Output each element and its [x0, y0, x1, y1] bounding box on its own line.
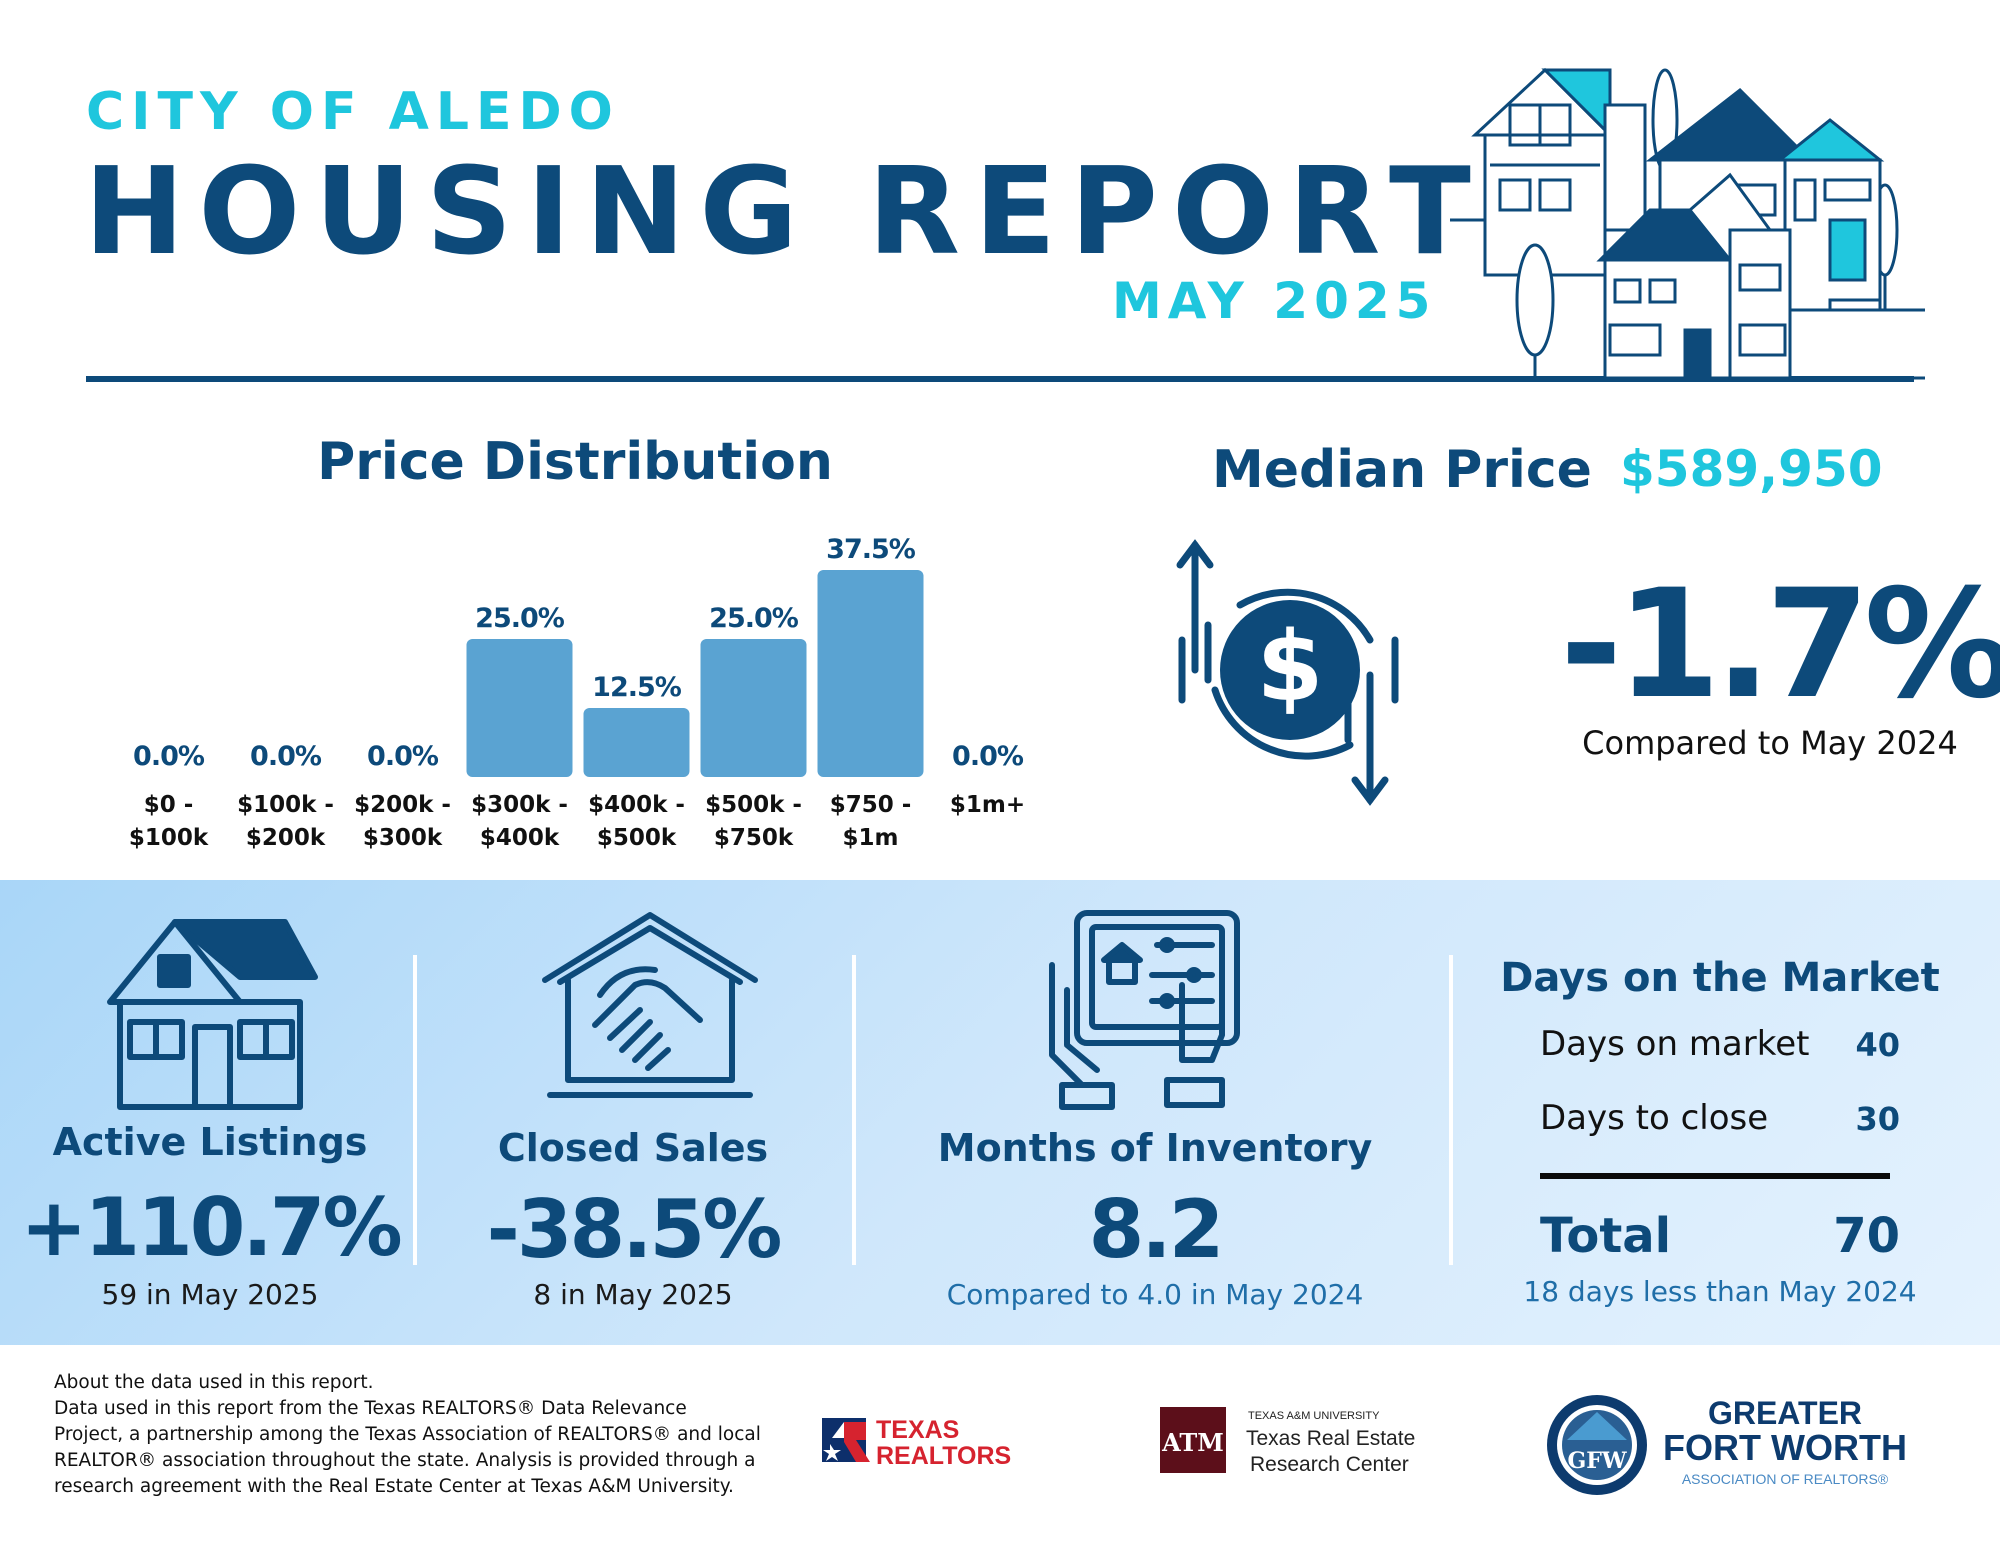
category-label: $750k — [714, 825, 794, 851]
city-name: CITY OF ALEDO — [86, 82, 620, 142]
bar-value-label: 25.0% — [475, 603, 565, 634]
category-label: $500k — [597, 825, 677, 851]
greater-fort-worth-logo: GFW GREATER FORT WORTH ASSOCIATION OF RE… — [1547, 1395, 1907, 1495]
dollar-cycle-icon: $ — [1176, 539, 1399, 806]
months-inventory-value: 8.2 — [1088, 1183, 1225, 1276]
dom-total-value: 70 — [1833, 1208, 1900, 1264]
dom-row-label: Days on market — [1540, 1024, 1810, 1064]
category-label: $200k - — [354, 792, 451, 818]
category-label: $100k — [129, 825, 209, 851]
bar-value-label: 12.5% — [592, 672, 682, 703]
active-listings-label: Active Listings — [52, 1120, 368, 1164]
houses-illustration-icon — [1450, 67, 1925, 380]
category-label: $1m+ — [950, 792, 1025, 818]
bar-value-label: 25.0% — [709, 603, 799, 634]
dom-total-rule — [1540, 1173, 1890, 1179]
dom-note: 18 days less than May 2024 — [1523, 1275, 1917, 1308]
svg-text:TEXAS A&M UNIVERSITY: TEXAS A&M UNIVERSITY — [1248, 1410, 1380, 1422]
svg-text:ASSOCIATION OF REALTORS®: ASSOCIATION OF REALTORS® — [1682, 1471, 1889, 1487]
footer-line: Data used in this report from the Texas … — [54, 1398, 687, 1419]
category-label: $300k - — [471, 792, 568, 818]
tablet-hands-icon — [1049, 910, 1240, 1110]
stats-divider — [413, 955, 417, 1265]
bar-value-label: 0.0% — [367, 741, 439, 772]
bar-value-label: 0.0% — [133, 741, 205, 772]
report-title: HOUSING REPORT — [84, 143, 1485, 282]
price-distribution-chart: 0.0% $0 - $100k 0.0% $100k - $200k 0.0% $200k -… — [129, 534, 1025, 851]
median-price-value: $589,950 — [1620, 440, 1883, 498]
category-label: $100k - — [237, 792, 334, 818]
svg-text:TEXAS: TEXAS — [876, 1416, 959, 1444]
bar-value-label: 0.0% — [952, 741, 1024, 772]
svg-text:ATM: ATM — [1161, 1428, 1224, 1457]
category-label: $500k - — [705, 792, 802, 818]
svg-text:$: $ — [1257, 611, 1324, 723]
house-icon — [107, 919, 318, 1110]
active-listings-sub: 59 in May 2025 — [101, 1278, 319, 1311]
handshake-house-icon — [542, 912, 758, 1098]
price-bar — [466, 639, 573, 777]
bar-value-label: 37.5% — [826, 534, 916, 565]
dom-row-value: 40 — [1855, 1026, 1900, 1064]
price-bar — [583, 708, 690, 777]
stats-divider — [852, 955, 856, 1265]
dom-row-value: 30 — [1855, 1100, 1900, 1138]
category-label: $400k - — [588, 792, 685, 818]
bar-value-label: 0.0% — [250, 741, 322, 772]
stats-band — [0, 880, 2000, 1345]
category-label: $300k — [363, 825, 443, 851]
svg-text:GFW: GFW — [1567, 1448, 1626, 1474]
active-listings-value: +110.7% — [20, 1181, 402, 1274]
dom-row-label: Days to close — [1540, 1098, 1769, 1138]
footer-line: Project, a partnership among the Texas A… — [54, 1424, 761, 1445]
svg-text:FORT WORTH: FORT WORTH — [1663, 1427, 1907, 1468]
footer-line: research agreement with the Real Estate … — [54, 1476, 734, 1497]
texas-realtors-logo: TEXAS REALTORS — [822, 1416, 1011, 1470]
closed-sales-label: Closed Sales — [497, 1126, 769, 1170]
closed-sales-value: -38.5% — [486, 1183, 783, 1276]
price-distribution-title: Price Distribution — [317, 432, 833, 492]
closed-sales-sub: 8 in May 2025 — [533, 1278, 733, 1311]
days-on-market-title: Days on the Market — [1500, 955, 1940, 1001]
svg-text:REALTORS: REALTORS — [876, 1442, 1011, 1470]
category-label: $750 - — [830, 792, 912, 818]
report-month: MAY 2025 — [1112, 272, 1437, 330]
dom-total-label: Total — [1540, 1208, 1672, 1264]
svg-text:Research Center: Research Center — [1250, 1453, 1409, 1476]
category-label: $1m — [843, 825, 899, 851]
months-inventory-label: Months of Inventory — [937, 1126, 1373, 1170]
months-inventory-sub: Compared to 4.0 in May 2024 — [946, 1278, 1364, 1311]
price-bar — [817, 570, 924, 777]
footer-disclaimer: About the data used in this report. Data… — [54, 1370, 774, 1500]
header-divider — [86, 376, 1914, 382]
tamu-real-estate-center-logo: ATM TEXAS A&M UNIVERSITY Texas Real Esta… — [1160, 1407, 1415, 1476]
footer-line: About the data used in this report. — [54, 1372, 374, 1393]
svg-text:GREATER: GREATER — [1708, 1395, 1862, 1431]
svg-text:Texas Real Estate: Texas Real Estate — [1246, 1427, 1415, 1450]
median-price-label: Median Price — [1212, 440, 1592, 500]
category-label: $400k — [480, 825, 560, 851]
median-price-compare: Compared to May 2024 — [1582, 724, 1958, 762]
median-price-change: -1.7% — [1560, 558, 2000, 732]
category-label: $0 - — [144, 792, 194, 818]
footer-line: REALTOR® association throughout the stat… — [54, 1450, 756, 1471]
stats-divider — [1449, 955, 1453, 1265]
category-label: $200k — [246, 825, 326, 851]
price-bar — [700, 639, 807, 777]
